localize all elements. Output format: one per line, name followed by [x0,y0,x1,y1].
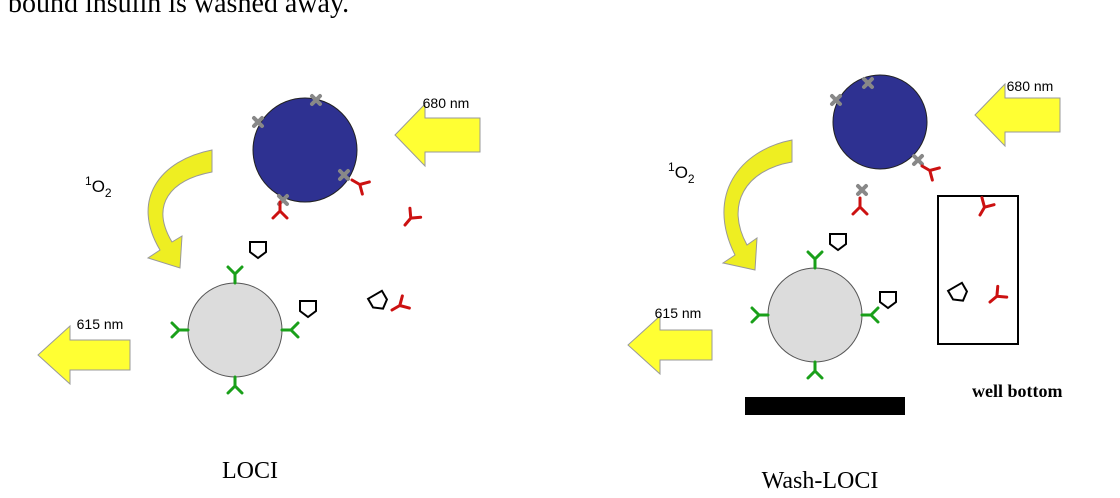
donor-bead [832,74,928,170]
antibody [750,306,770,324]
antibody [170,321,190,339]
antibody [403,206,423,227]
singlet-oxygen-arrow [146,149,213,269]
emission-label: 615 nm [655,305,702,321]
label-tag [830,94,842,106]
emission-label: 615 nm [77,316,124,332]
insulin [249,241,267,260]
label-tag [252,116,264,128]
excitation-arrow [394,102,481,168]
antibody [988,284,1009,304]
donor-bead [252,97,358,203]
well-bottom-bar [745,397,905,415]
insulin [879,291,897,310]
antibody [350,178,371,196]
insulin [366,289,389,310]
singlet-oxygen-label: 1O2 [668,160,695,186]
label-tag [856,184,868,196]
antibody [978,196,996,217]
excitation-arrow [974,82,1061,148]
antibody [226,265,244,285]
label-tag [912,154,924,166]
excitation-label: 680 nm [1007,78,1054,94]
insulin [299,300,317,319]
antibody [860,306,880,324]
acceptor-bead [767,267,863,363]
antibody [920,164,941,182]
antibody [851,196,869,216]
antibody [806,250,824,270]
washed-box [937,195,1019,345]
antibody [226,375,244,395]
insulin [829,233,847,252]
header-text: bound insulin is washed away. [8,0,349,19]
insulin [946,281,969,302]
panel-wash-loci: 680 nm 615 nm 1O2 well bottom Wash-LOCI [627,74,1062,494]
emission-arrow [37,324,131,386]
panel-caption: Wash-LOCI [762,468,879,494]
label-tag [862,77,874,89]
label-tag [310,94,322,106]
well-label: well bottom [972,381,1062,401]
label-tag [338,169,350,181]
antibody [280,321,300,339]
singlet-oxygen-arrow [721,139,793,271]
singlet-oxygen-label: 1O2 [85,174,112,200]
excitation-label: 680 nm [423,95,470,111]
panel-caption: LOCI [222,458,278,484]
emission-arrow [627,314,713,376]
panel-loci: 680 nm 615 nm 1O2 LOCI [37,95,481,484]
antibody [390,294,411,312]
antibody [806,360,824,380]
antibody [271,200,289,220]
acceptor-bead [187,282,283,378]
